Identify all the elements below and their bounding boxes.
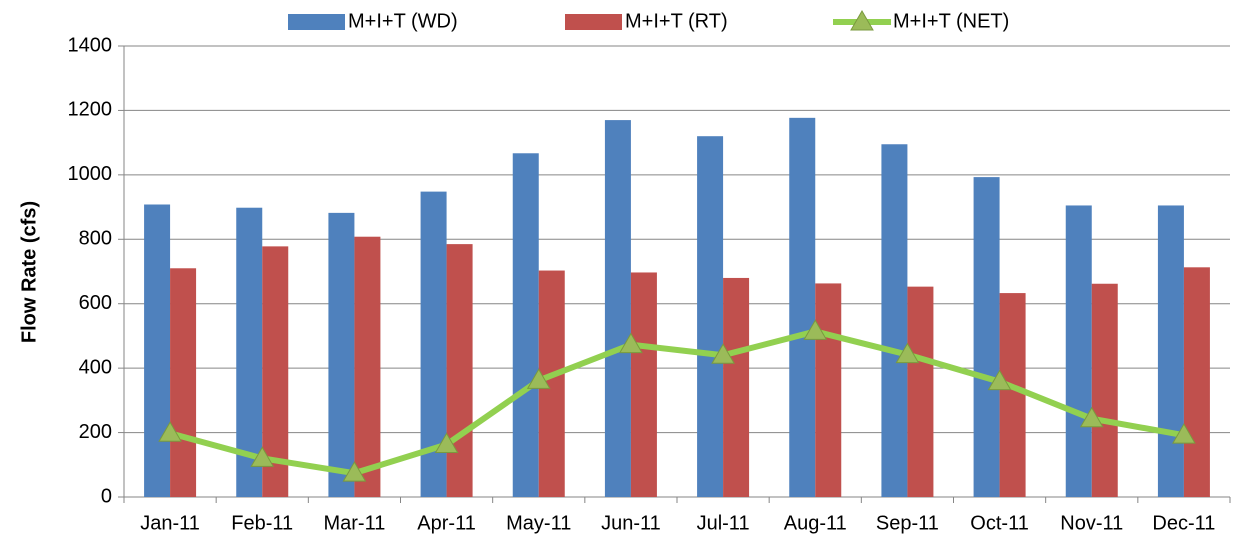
legend-label: M+I+T (WD)	[348, 10, 458, 32]
y-tick-label: 1400	[68, 34, 113, 56]
bar	[881, 144, 908, 497]
y-tick-label: 800	[79, 228, 112, 250]
bar	[170, 268, 197, 497]
x-tick-label: May-11	[506, 512, 571, 534]
bar	[907, 286, 934, 497]
y-tick-label: 200	[79, 421, 112, 443]
bar	[723, 277, 750, 497]
bar	[1157, 205, 1184, 498]
bar	[236, 207, 263, 498]
x-tick-label: Dec-11	[1152, 512, 1215, 534]
x-tick-label: Jul-11	[697, 512, 750, 534]
x-tick-label: Jun-11	[601, 512, 661, 534]
y-tick-label: 400	[79, 356, 112, 378]
legend-marker	[850, 10, 874, 31]
line-marker	[158, 421, 182, 442]
line-marker	[895, 342, 920, 364]
line-marker	[619, 332, 643, 354]
y-tick-label: 1000	[68, 163, 113, 185]
bar	[604, 120, 631, 497]
legend-swatch	[565, 14, 622, 30]
y-axis-label: Flow Rate (cfs)	[18, 201, 40, 343]
bar	[446, 244, 473, 497]
x-tick-label: Nov-11	[1060, 512, 1123, 534]
x-tick-label: Oct-11	[970, 512, 1029, 534]
bar	[1183, 267, 1210, 497]
bar	[630, 272, 657, 497]
x-tick-label: Apr-11	[417, 512, 476, 534]
line-marker	[1172, 423, 1196, 444]
bar	[512, 153, 539, 498]
bar	[328, 212, 355, 497]
bar	[815, 283, 842, 497]
bar	[354, 236, 381, 498]
line	[169, 328, 1185, 477]
y-tick-label: 600	[79, 292, 112, 314]
x-tick-label: Aug-11	[784, 512, 847, 534]
line-marker	[526, 368, 551, 389]
legend-label: M+I+T (NET)	[893, 10, 1009, 32]
line-marker	[987, 369, 1012, 391]
x-tick-label: Jan-11	[140, 512, 200, 534]
line-marker	[434, 432, 459, 453]
bar	[999, 293, 1026, 497]
x-tick-label: Feb-11	[231, 512, 293, 534]
line-marker	[711, 343, 735, 364]
bar	[144, 204, 171, 497]
x-tick-label: Sep-11	[876, 512, 939, 534]
legend-label: M+I+T (RT)	[625, 10, 728, 32]
bar	[973, 177, 1000, 498]
line-marker	[1079, 406, 1104, 428]
x-tick-label: Mar-11	[323, 512, 385, 534]
line-marker	[250, 446, 275, 467]
bar	[1091, 283, 1118, 497]
legend-swatch	[288, 14, 345, 30]
y-tick-label: 1200	[68, 99, 113, 121]
bar	[697, 136, 724, 497]
bar	[789, 117, 816, 497]
line-marker	[803, 319, 828, 340]
y-tick-label: 0	[101, 485, 112, 507]
line-marker	[342, 461, 367, 482]
bar	[1065, 205, 1092, 498]
